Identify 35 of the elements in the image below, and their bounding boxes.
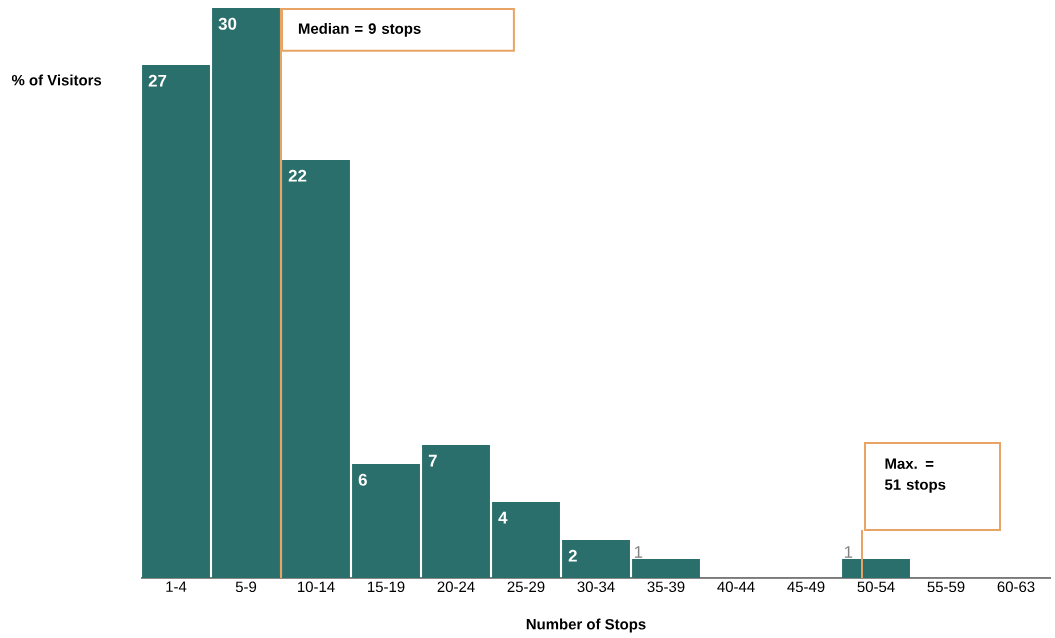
x-tick-label: 50-54 [857, 581, 895, 593]
x-tick-label: 35-39 [647, 581, 685, 593]
bar [422, 444, 490, 578]
x-axis-title: Number of Stops [526, 618, 646, 633]
data-label: 7 [428, 454, 437, 467]
x-tick-label: 45-49 [787, 581, 825, 593]
data-label: 30 [218, 17, 237, 30]
y-axis-title: % of Visitors [11, 74, 102, 86]
data-label: 1 [844, 546, 853, 558]
annotation: Max. = 51 stops [884, 458, 946, 493]
bar [352, 463, 420, 578]
ref-line-label: Median = 9 stops [298, 22, 421, 37]
x-tick-label: 40-44 [717, 581, 755, 593]
x-tick-label: 25-29 [507, 581, 545, 593]
x-tick-label: 20-24 [437, 581, 475, 593]
bar [282, 159, 350, 578]
x-tick-label: 30-34 [577, 581, 615, 593]
data-label: 1 [634, 546, 643, 558]
data-label: 22 [288, 169, 307, 182]
x-tick-label: 15-19 [368, 581, 405, 593]
bar [142, 64, 210, 578]
data-label: 6 [358, 473, 367, 486]
data-label: 2 [568, 549, 577, 562]
bar [632, 558, 700, 578]
data-label: 4 [498, 511, 508, 524]
x-tick-label: 1-4 [166, 581, 187, 592]
x-tick-label: 5-9 [235, 581, 257, 593]
x-tick-label: 55-59 [927, 581, 965, 593]
bar [492, 501, 560, 578]
data-label: 27 [148, 74, 167, 87]
x-tick-label: 60-63 [997, 581, 1035, 593]
x-tick-label: 10-14 [298, 581, 335, 593]
bar [212, 7, 280, 578]
bar [842, 558, 910, 578]
bar [562, 539, 630, 578]
